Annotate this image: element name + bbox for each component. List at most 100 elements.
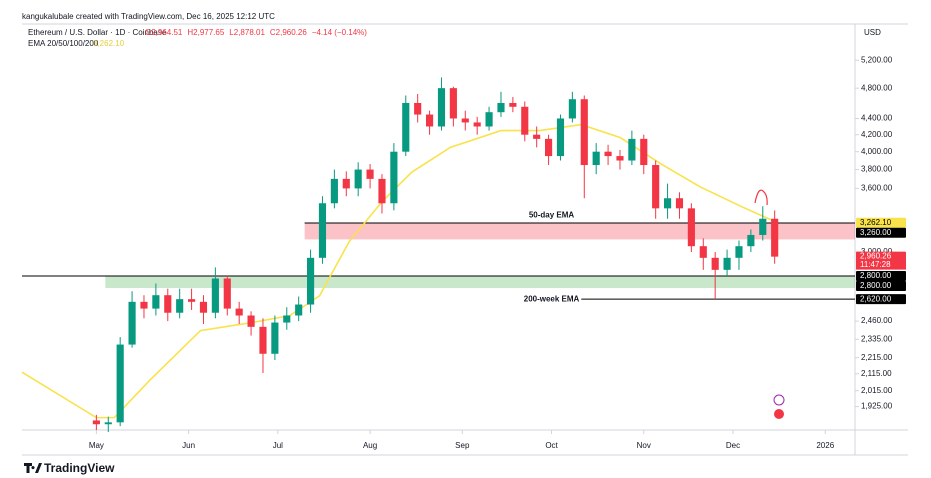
candle-body	[592, 151, 600, 166]
y-tick-label: 4,400.00	[861, 114, 893, 123]
candle-body	[342, 178, 350, 189]
candle-body	[366, 169, 374, 179]
candle-body	[485, 112, 493, 127]
ohlc-value: C2,960.26	[270, 28, 307, 37]
price-tag	[856, 281, 906, 292]
x-tick-label: Sep	[455, 441, 470, 450]
candle-body	[259, 326, 267, 354]
x-tick-label: Dec	[726, 441, 740, 450]
candle-body	[92, 420, 100, 425]
candle-body	[521, 106, 529, 135]
candle-body	[140, 301, 148, 309]
candle-body	[545, 138, 553, 157]
y-tick-label: 5,200.00	[861, 55, 893, 64]
currency: USD	[864, 28, 881, 37]
candle-body	[687, 208, 695, 247]
y-tick-label: 4,800.00	[861, 83, 893, 92]
price-tag-label: 2,960.26	[860, 252, 892, 261]
candle-body	[664, 198, 672, 209]
candle-body	[128, 301, 136, 345]
candle-body	[723, 257, 731, 270]
candle-body	[759, 218, 767, 235]
ohlc-value: O2,964.51	[145, 28, 183, 37]
x-tick-label: Oct	[545, 441, 558, 450]
candle-body	[437, 88, 446, 127]
ohlc-value: −4.14 (−0.14%)	[312, 28, 367, 37]
candle-body	[509, 102, 517, 107]
candle-body	[616, 156, 624, 161]
candle-body	[735, 246, 743, 258]
price-tag	[856, 294, 906, 305]
candle-body	[604, 151, 612, 157]
candle-body	[771, 218, 779, 257]
indicator-value: 3,262.10	[93, 39, 125, 48]
candle-body	[330, 178, 338, 204]
y-tick-label: 2,215.00	[861, 353, 893, 362]
candle-body	[414, 102, 422, 115]
zone	[105, 276, 856, 289]
candle-body	[164, 295, 172, 313]
candle-body	[449, 88, 457, 119]
event-icon	[773, 394, 785, 406]
zone	[304, 222, 855, 240]
candle-body	[116, 344, 124, 423]
y-tick-label: 3,600.00	[861, 184, 893, 193]
candle-body	[747, 234, 755, 247]
x-tick-label: May	[89, 441, 104, 450]
x-tick-label: Jul	[273, 441, 283, 450]
ohlc-value: H2,977.65	[187, 28, 224, 37]
price-tag-label: 3,260.00	[860, 228, 892, 237]
candle-body	[199, 301, 208, 313]
candle-body	[640, 138, 648, 166]
candle-body	[307, 257, 315, 305]
candle-body	[580, 99, 588, 166]
y-tick-label: 2,335.00	[861, 334, 893, 343]
ohlc-value: L2,878.01	[229, 28, 265, 37]
candle-body	[235, 308, 243, 316]
event-icon	[774, 409, 784, 419]
candle-body	[628, 138, 636, 161]
x-tick-label: 2026	[816, 441, 834, 450]
candle-body	[318, 203, 327, 258]
candle-body	[652, 165, 660, 209]
candle-body	[211, 278, 219, 313]
candle-body	[533, 134, 541, 139]
y-tick-label: 4,000.00	[861, 147, 893, 156]
candle-body	[426, 114, 434, 127]
y-tick-label: 2,460.00	[861, 316, 893, 325]
candle-body	[247, 315, 255, 327]
highlight-arc	[754, 189, 768, 206]
candle-body	[378, 178, 386, 204]
y-tick-label: 3,800.00	[861, 165, 893, 174]
candle-body	[354, 169, 362, 189]
y-tick-label: 1,925.00	[861, 402, 893, 411]
price-tag	[856, 227, 906, 238]
candle-body	[556, 118, 565, 157]
candle-body	[152, 295, 160, 309]
candle-body	[497, 102, 505, 113]
countdown-tag	[856, 260, 906, 270]
annotation: 50-day EMA	[529, 211, 575, 220]
x-tick-label: Aug	[363, 441, 377, 450]
annotation: 200-week EMA	[524, 294, 580, 303]
price-tag	[856, 271, 906, 282]
candle-body	[675, 198, 684, 209]
candle-body	[568, 99, 576, 119]
candle-body	[104, 422, 112, 425]
y-tick-label: 2,015.00	[861, 386, 893, 395]
countdown: 11:47:28	[860, 260, 891, 269]
price-tag	[856, 251, 906, 262]
candle-body	[176, 299, 184, 313]
price-tag-label: 2,620.00	[860, 294, 892, 303]
x-tick-label: Nov	[637, 441, 651, 450]
candle-body	[711, 257, 719, 270]
candle-body	[461, 118, 469, 123]
logo-mark	[24, 463, 42, 473]
y-tick-label: 3,000.00	[861, 247, 893, 256]
logo: TradingView	[24, 461, 115, 475]
candle-body	[699, 246, 707, 258]
x-tick-label: Jun	[182, 441, 195, 450]
price-tag-label: 2,800.00	[860, 271, 892, 280]
candle-body	[295, 304, 303, 316]
